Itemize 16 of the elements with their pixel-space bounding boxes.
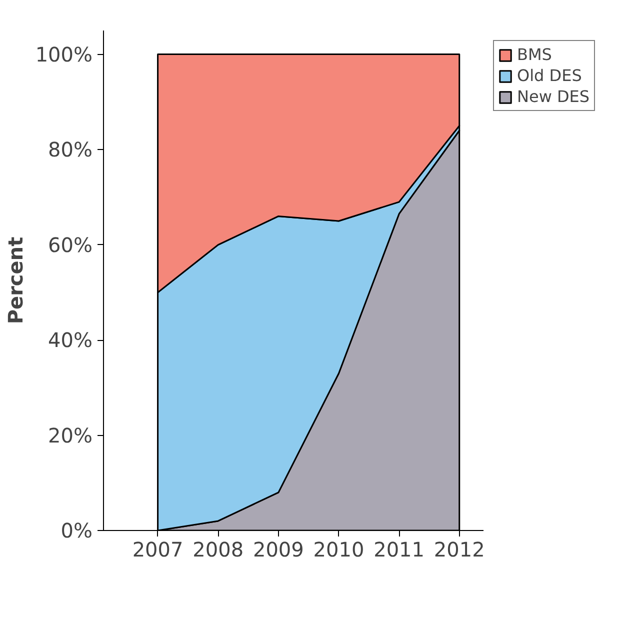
y-tick-label: 40% xyxy=(48,328,92,352)
y-tick-label: 100% xyxy=(35,42,93,66)
x-tick-label: 2012 xyxy=(434,538,485,562)
legend-label: BMS xyxy=(517,45,552,64)
y-tick-label: 20% xyxy=(48,423,92,448)
y-tick-label: 0% xyxy=(60,518,93,542)
x-tick-label: 2011 xyxy=(374,538,425,562)
y-tick-label: 60% xyxy=(48,232,92,257)
x-tick-label: 2010 xyxy=(313,538,364,562)
x-tick-label: 2008 xyxy=(192,538,244,562)
legend-label: Old DES xyxy=(517,66,582,85)
y-axis-title: Percent xyxy=(3,236,28,324)
y-tick-label: 80% xyxy=(48,138,92,162)
legend-label: New DES xyxy=(517,87,590,106)
x-tick-label: 2007 xyxy=(132,538,184,562)
x-tick-label: 2009 xyxy=(252,538,304,562)
